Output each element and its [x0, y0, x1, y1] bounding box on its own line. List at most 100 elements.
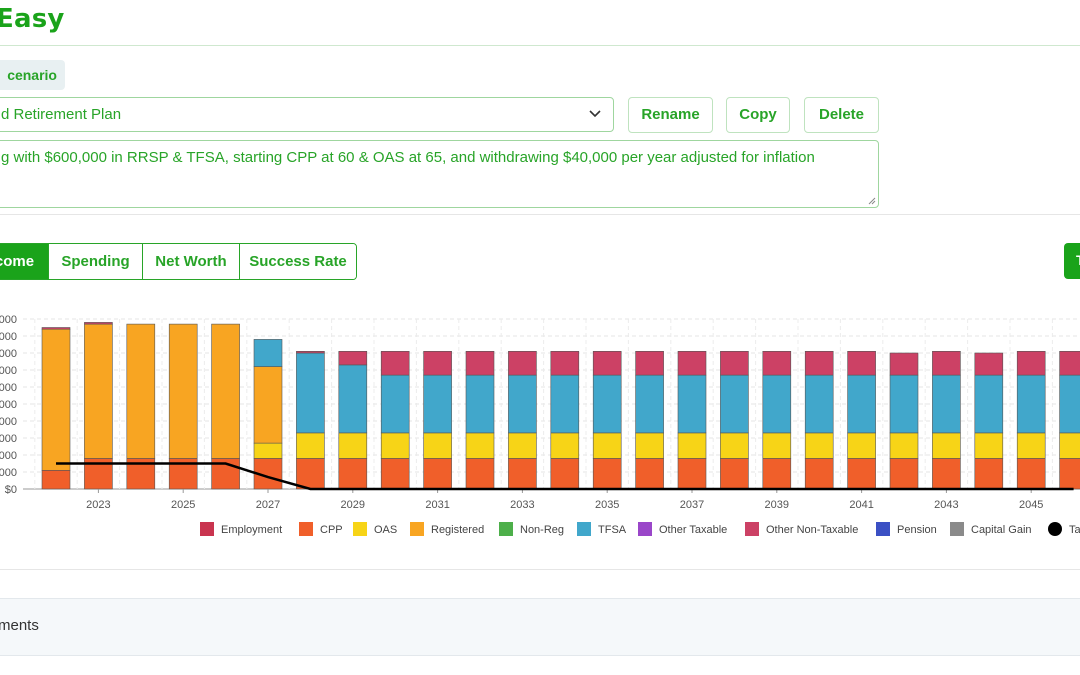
y-tick-label: 000 — [0, 314, 17, 326]
legend-marker — [499, 522, 513, 536]
bar-segment — [41, 328, 71, 471]
tab-income[interactable]: come — [0, 244, 49, 279]
bar-segment — [847, 350, 876, 376]
delete-button[interactable]: Delete — [804, 97, 879, 133]
bar-segment — [592, 374, 622, 434]
bar-segment — [423, 432, 452, 459]
resize-grip-icon[interactable] — [868, 197, 876, 205]
bar-segment — [720, 350, 749, 376]
bar-segment — [677, 374, 707, 434]
bar-segment — [338, 350, 368, 366]
bar-segment — [677, 458, 707, 490]
bar-segment — [1059, 374, 1080, 434]
y-tick-label: 000 — [0, 433, 17, 445]
plan-select[interactable]: d Retirement Plan — [0, 97, 614, 132]
app-brand: Easy — [0, 4, 65, 34]
bar-segment — [635, 350, 664, 376]
bar-segment — [889, 374, 919, 434]
x-tick-label: 2037 — [680, 499, 704, 511]
x-tick-label: 2045 — [1019, 499, 1043, 511]
bar-segment — [1016, 374, 1046, 434]
table-view-button-label: T — [1076, 252, 1080, 268]
bar-segment — [635, 432, 664, 459]
legend-marker — [745, 522, 759, 536]
bar-segment — [465, 458, 495, 490]
bar-segment — [253, 366, 283, 444]
chart-divider — [0, 569, 1080, 570]
bar-segment — [847, 432, 876, 459]
adjustments-section-title: ments — [0, 617, 39, 634]
bar-segment — [168, 323, 198, 459]
y-tick-label: 000 — [0, 365, 17, 377]
bar-segment — [253, 339, 283, 367]
bar-segment — [804, 458, 834, 490]
bar-segment — [423, 374, 452, 434]
legend-label: TFSA — [598, 524, 627, 536]
x-tick-label: 2029 — [341, 499, 365, 511]
bar-segment — [380, 350, 410, 376]
bar-segment — [974, 458, 1004, 490]
rename-button[interactable]: Rename — [628, 97, 713, 133]
x-tick-label: 2043 — [934, 499, 958, 511]
bar-segment — [550, 350, 580, 376]
x-tick-label: 2039 — [765, 499, 789, 511]
x-tick-label: 2033 — [510, 499, 534, 511]
bar-segment — [380, 458, 410, 490]
bar-segment — [508, 374, 537, 434]
bar-segment — [847, 374, 876, 434]
tax-line — [56, 462, 1074, 491]
tab-spending[interactable]: Spending — [49, 244, 143, 279]
bar-segment — [126, 323, 156, 459]
bar-segment — [592, 350, 622, 376]
copy-button[interactable]: Copy — [726, 97, 790, 133]
bar-segment — [762, 374, 792, 434]
bar-segment — [465, 374, 495, 434]
income-chart: $0 000 000 000 000 000 000 000 000 000 000 2023 2025… — [0, 314, 1080, 536]
bar-segment — [932, 350, 961, 376]
bar-segment — [804, 374, 834, 434]
legend-marker-circle — [1048, 522, 1062, 536]
bar-segment — [762, 458, 792, 490]
legend-label: OAS — [374, 524, 397, 536]
bar-segment — [296, 350, 325, 354]
bar-segment — [423, 350, 452, 376]
bar-segment — [296, 432, 325, 459]
table-view-button[interactable]: T — [1064, 243, 1080, 279]
bar-segment — [804, 350, 834, 376]
bar-segment — [338, 364, 368, 434]
scenario-description-field[interactable]: g with $600,000 in RRSP & TFSA, starting… — [0, 140, 879, 208]
bar-segment — [1059, 432, 1080, 459]
bar-segment — [762, 350, 792, 376]
bar-segment — [889, 432, 919, 459]
y-tick-label: 000 — [0, 348, 17, 360]
bar-segment — [592, 432, 622, 459]
bar-segment — [211, 323, 240, 459]
bar-segment — [720, 432, 749, 459]
bar-segment — [889, 352, 919, 376]
legend-label: Other Non-Taxable — [766, 524, 858, 536]
bar-segment — [635, 458, 664, 490]
adjustments-section-header[interactable]: ments — [0, 598, 1080, 656]
bar-segment — [592, 458, 622, 490]
tab-success-rate[interactable]: Success Rate — [240, 244, 356, 279]
bar-segment — [253, 442, 283, 459]
bar-segment — [465, 350, 495, 376]
y-tick-label: 000 — [0, 416, 17, 428]
legend-marker — [353, 522, 367, 536]
bar-segment — [677, 432, 707, 459]
scenario-tab[interactable]: cenario — [0, 60, 65, 90]
bar-segment — [380, 432, 410, 459]
bar-segment — [550, 374, 580, 434]
bar-segment — [762, 432, 792, 459]
bar-segment — [1059, 350, 1080, 376]
tab-net-worth[interactable]: Net Worth — [143, 244, 240, 279]
bar-segment — [380, 374, 410, 434]
bar-segment — [296, 458, 325, 490]
bar-segment — [1059, 458, 1080, 490]
legend-marker — [876, 522, 890, 536]
bar-segment — [804, 432, 834, 459]
bar-segment — [84, 323, 113, 459]
bar-segment — [423, 458, 452, 490]
x-tick-label: 2025 — [171, 499, 195, 511]
legend-label: Non-Reg — [520, 524, 564, 536]
